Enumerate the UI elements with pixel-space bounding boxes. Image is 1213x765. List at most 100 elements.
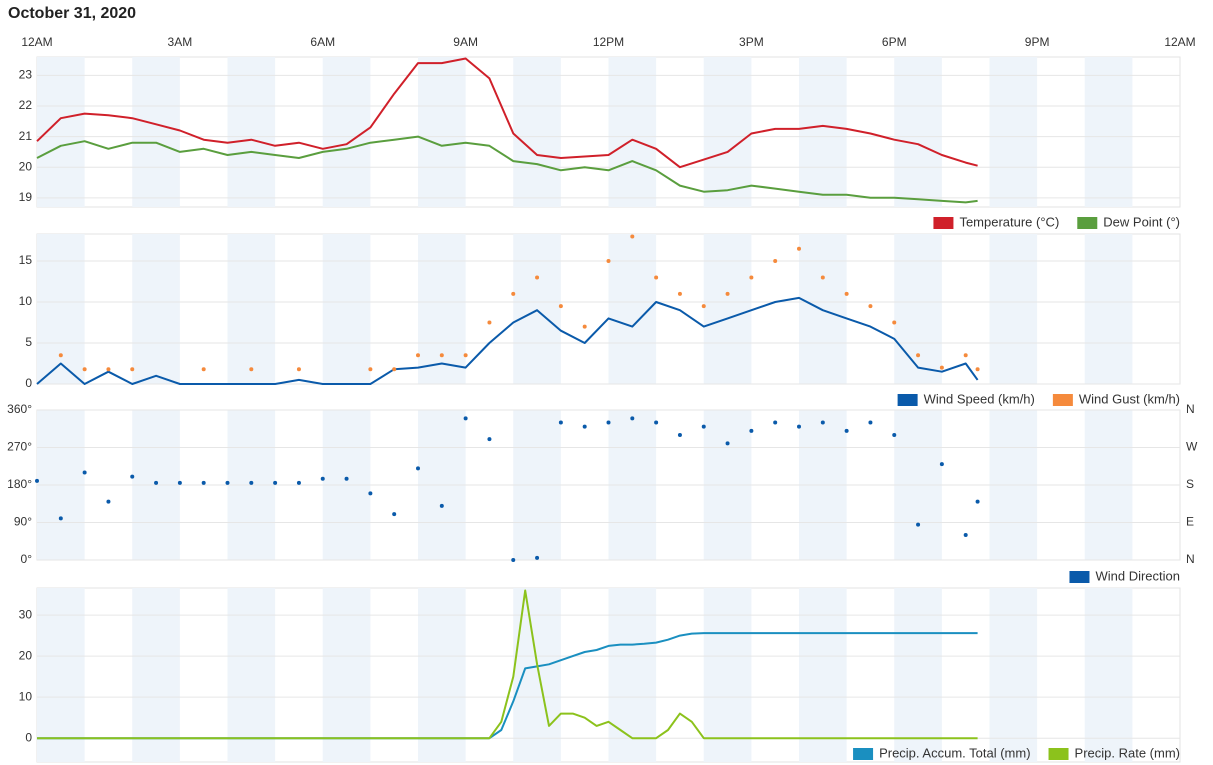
x-tick-label: 3PM [739,35,764,49]
hour-band [418,588,466,762]
x-tick-label: 12AM [21,35,52,49]
hour-band [227,57,276,207]
data-point [939,365,944,370]
y-tick-label: 30 [19,607,33,621]
data-point [916,353,921,358]
hour-band [799,234,847,384]
y-tick-label: 5 [25,335,32,349]
data-point [725,441,730,446]
hour-band [703,234,752,384]
hour-band [989,588,1038,762]
data-point [106,499,111,504]
data-point [725,291,730,296]
legend-label: Temperature (°C) [959,214,1059,229]
panel: 19 20 21 22 23 12AM 3AM 6AM 9AM 12PM 3PM 6PM 9PM 12AM… [19,35,1196,229]
data-point [249,480,254,485]
data-point [535,555,540,560]
data-point [749,275,754,280]
data-point [130,474,135,479]
x-tick-label: 9AM [453,35,478,49]
hour-band [322,588,371,762]
data-point [558,420,563,425]
legend-label: Precip. Rate (mm) [1075,745,1180,760]
panel: 0 5 10 15 Wind Gust (km/h) Wind Speed (km/h) [19,233,1181,406]
x-tick-label: 3AM [168,35,193,49]
legend-swatch [933,217,954,229]
data-point [225,480,230,485]
hour-band [322,234,371,384]
data-point [916,522,921,527]
data-point [677,433,682,437]
y-tick-label: 180° [7,477,32,491]
data-point [773,420,778,425]
hour-band [1084,234,1133,384]
y2-tick-label: N [1186,552,1195,566]
data-point [201,367,206,372]
data-point [177,480,182,485]
hour-band [1084,57,1133,207]
y-tick-label: 20 [19,159,33,173]
page-title: October 31, 2020 [8,5,136,22]
data-point [106,367,111,372]
hour-band [513,57,561,207]
y-tick-label: 270° [7,440,32,454]
data-point [701,304,706,309]
legend-label: Wind Speed (km/h) [924,391,1035,406]
data-point [82,367,87,372]
hour-band [608,588,657,762]
hour-band [132,588,180,762]
legend-swatch [1048,748,1069,760]
y-tick-label: 10 [19,294,33,308]
legend-swatch [1077,217,1098,229]
data-point [844,291,849,296]
panel: 0° 90° 180° 270° 360° N E S W N Wind Direction [7,402,1198,583]
data-point [320,476,325,481]
hour-band [227,588,276,762]
hour-band [37,588,85,762]
data-point [797,424,801,429]
data-point [820,420,825,425]
data-point [868,420,873,425]
legend-swatch [897,394,918,406]
hour-band [608,57,657,207]
hour-band [894,57,942,207]
data-point [558,304,563,309]
x-tick-label: 12PM [593,35,624,49]
data-point [630,234,635,239]
data-point [273,480,278,485]
x-tick-label: 6PM [882,35,907,49]
series-line [37,632,978,740]
hour-band [513,588,561,762]
data-point [868,304,873,309]
data-point [773,259,778,264]
hour-band [37,234,85,384]
data-point [82,470,87,475]
data-point [392,367,397,372]
data-point [296,480,301,485]
hour-band [418,57,466,207]
legend-label: Dew Point (°) [1103,214,1180,229]
series-line [37,589,978,740]
x-tick-label: 6AM [310,35,335,49]
hour-band [703,57,752,207]
data-point [892,433,897,437]
y-tick-label: 15 [19,253,33,267]
panel: 0 10 20 30 Precip. Rate (mm) Precip. Accum. T… [19,587,1181,763]
data-point [654,420,659,425]
y-tick-label: 10 [19,689,33,703]
y-tick-label: 23 [19,68,33,82]
legend-label: Wind Gust (km/h) [1079,391,1180,406]
data-point [749,428,754,433]
data-point [439,353,444,358]
hour-band [799,57,847,207]
data-point [416,353,420,358]
y-tick-label: 0 [25,730,32,744]
hour-band [799,588,847,762]
data-point [344,476,349,481]
data-point [35,478,39,483]
data-point [701,424,706,429]
hour-band [703,588,752,762]
hour-band [37,57,85,207]
